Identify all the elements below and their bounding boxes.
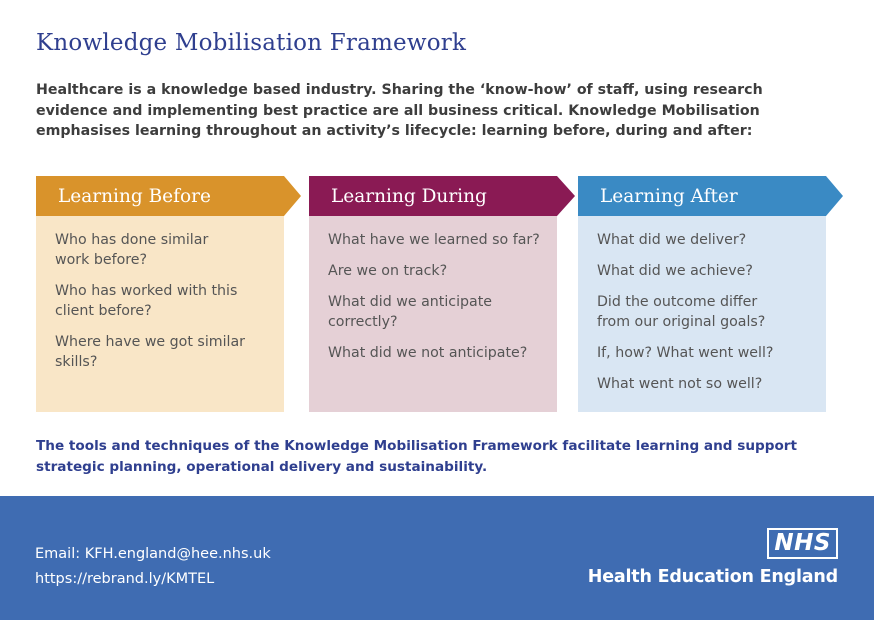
list-item: Are we on track?	[328, 263, 448, 279]
url-link[interactable]: https://rebrand.ly/KMTEL	[35, 571, 215, 587]
hee-logo: NHS Health Education England	[558, 528, 838, 587]
list-item: What did we not anticipate?	[328, 345, 528, 361]
email-link[interactable]: Email: KFH.england@hee.nhs.uk	[35, 546, 271, 562]
learning-after-heading: Learning After	[600, 185, 738, 207]
list-item: If, how? What went well?	[597, 345, 774, 361]
learning-after-header: Learning After	[578, 176, 843, 216]
intro-paragraph: Healthcare is a knowledge based industry…	[36, 82, 763, 139]
list-item: What went not so well?	[597, 376, 763, 392]
learning-during-heading: Learning During	[331, 185, 487, 207]
list-item: What did we anticipate correctly?	[328, 294, 493, 330]
org-name: Health Education England	[587, 567, 838, 587]
learning-before-heading: Learning Before	[58, 185, 211, 207]
contact-info: Email: KFH.england@hee.nhs.uk https://re…	[35, 542, 271, 592]
learning-during-box: What have we learned so far? Are we on t…	[309, 216, 557, 412]
list-item: Who has done similar work before?	[55, 232, 209, 268]
page-title: Knowledge Mobilisation Framework	[36, 30, 467, 56]
learning-before-header: Learning Before	[36, 176, 301, 216]
closing-statement: The tools and techniques of the Knowledg…	[36, 438, 797, 475]
list-item: What have we learned so far?	[328, 232, 540, 248]
learning-before-box: Who has done similar work before? Who ha…	[36, 216, 284, 412]
list-item: Where have we got similar skills?	[55, 334, 245, 370]
nhs-logo: NHS	[767, 528, 838, 559]
list-item: What did we achieve?	[597, 263, 753, 279]
learning-during-header: Learning During	[309, 176, 575, 216]
learning-after-box: What did we deliver? What did we achieve…	[578, 216, 826, 412]
list-item: Who has worked with this client before?	[55, 283, 238, 319]
list-item: Did the outcome differ from our original…	[597, 294, 766, 330]
list-item: What did we deliver?	[597, 232, 747, 248]
footer-band	[0, 496, 874, 620]
